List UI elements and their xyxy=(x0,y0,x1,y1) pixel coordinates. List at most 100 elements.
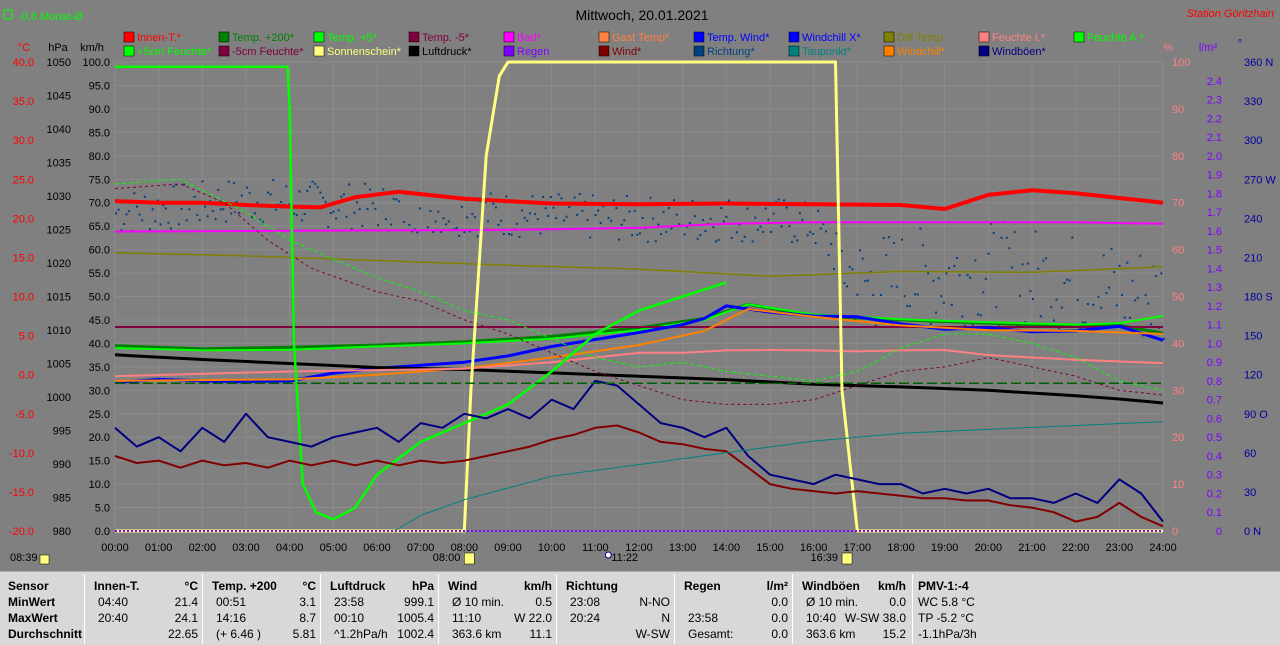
direction-point xyxy=(515,222,518,225)
direction-point xyxy=(984,277,987,280)
stat-value: W-SW 38.0 xyxy=(844,611,906,625)
direction-point xyxy=(1026,262,1029,265)
pmv-row: TP -5.2 °C xyxy=(918,611,974,625)
direction-point xyxy=(1055,298,1058,301)
direction-point xyxy=(471,213,474,216)
legend-label: Windchill X* xyxy=(802,32,861,44)
stat-value: 3.1 xyxy=(299,595,316,609)
direction-point xyxy=(230,212,233,215)
direction-point xyxy=(565,215,568,218)
stat-value: 8.7 xyxy=(299,611,316,625)
stat-value: 999.1 xyxy=(403,595,434,609)
time-tick-label: 03:00 xyxy=(232,542,260,554)
direction-point xyxy=(177,223,180,226)
direction-point xyxy=(607,217,610,220)
direction-point xyxy=(602,205,605,208)
direction-point xyxy=(295,214,298,217)
direction-point xyxy=(418,207,421,210)
direction-point xyxy=(408,224,411,227)
direction-point xyxy=(196,214,199,217)
direction-point xyxy=(170,227,173,230)
stat-row: 23:58 0.0 xyxy=(678,610,794,626)
direction-point xyxy=(743,235,746,238)
direction-point xyxy=(929,322,932,325)
direction-point xyxy=(337,209,340,212)
legend-swatch xyxy=(693,31,705,43)
legend-swatch xyxy=(313,45,325,57)
stat-time: 04:40 xyxy=(98,595,129,609)
direction-point xyxy=(958,274,961,277)
direction-point xyxy=(1160,272,1163,275)
direction-point xyxy=(704,230,707,233)
wind-tick-label: 50.0 xyxy=(89,292,110,304)
direction-point xyxy=(500,219,503,222)
legend-swatch xyxy=(978,45,990,57)
direction-point xyxy=(544,207,547,210)
stat-group-unit: °C xyxy=(302,579,316,593)
time-tick-label: 18:00 xyxy=(887,542,915,554)
direction-point xyxy=(827,254,830,257)
direction-tick-label: 270 W xyxy=(1244,174,1276,186)
wind-tick-label: 5.0 xyxy=(95,503,110,515)
direction-point xyxy=(403,220,406,223)
temp-tick-label: 20.0 xyxy=(13,213,34,225)
direction-point xyxy=(654,240,657,243)
direction-point xyxy=(455,227,458,230)
stat-group-name: Innen-T. xyxy=(94,579,140,593)
direction-point xyxy=(162,204,165,207)
direction-point xyxy=(222,208,225,211)
direction-point xyxy=(468,230,471,233)
direction-point xyxy=(866,279,869,282)
humidity-tick-label: 0 xyxy=(1172,526,1178,538)
stat-row: 20:24 N xyxy=(560,610,676,626)
direction-point xyxy=(1021,263,1024,266)
series-line-feuchte-a xyxy=(114,178,1164,391)
row-label: Sensor xyxy=(8,579,49,593)
rain-tick-label: 2.1 xyxy=(1207,132,1222,144)
direction-point xyxy=(1092,303,1095,306)
series-lines xyxy=(114,60,1164,533)
direction-point xyxy=(720,207,723,210)
legend-swatch xyxy=(788,31,800,43)
direction-point xyxy=(1005,236,1008,239)
direction-point xyxy=(971,323,974,326)
direction-point xyxy=(1128,316,1131,319)
direction-point xyxy=(227,180,230,183)
row-label: MaxWert xyxy=(8,611,58,625)
stat-time: 23:58 xyxy=(334,595,365,609)
direction-point xyxy=(673,199,676,202)
time-tick-label: 24:00 xyxy=(1149,542,1177,554)
temp-tick-label: 5.0 xyxy=(19,331,34,343)
direction-point xyxy=(785,206,788,209)
pressure-axis-unit: hPa xyxy=(48,42,68,54)
series-line-5cm-feuchte xyxy=(114,183,1164,405)
direction-point xyxy=(382,188,385,191)
direction-point xyxy=(919,227,922,230)
direction-point xyxy=(238,211,241,214)
stat-row: 363.6 km 11.1 xyxy=(442,626,558,642)
direction-point xyxy=(969,276,972,279)
sunset-time: 16:39 xyxy=(811,552,839,564)
direction-point xyxy=(1042,259,1045,262)
direction-point xyxy=(581,209,584,212)
direction-point xyxy=(1105,292,1108,295)
stat-value: 0.0 xyxy=(771,611,788,625)
rain-tick-label: 2.3 xyxy=(1207,95,1222,107)
direction-point xyxy=(125,213,128,216)
direction-point xyxy=(201,180,204,183)
stat-row: Gesamt: 0.0 xyxy=(678,626,794,642)
direction-point xyxy=(741,240,744,243)
direction-point xyxy=(1123,316,1126,319)
stat-time: Gesamt: xyxy=(688,627,734,641)
wind-tick-label: 30.0 xyxy=(89,385,110,397)
direction-point xyxy=(122,223,125,226)
direction-point xyxy=(717,238,720,241)
legend-swatch xyxy=(123,31,135,43)
direction-point xyxy=(976,313,979,316)
temp-tick-label: 30.0 xyxy=(13,135,34,147)
legend-swatch xyxy=(313,31,325,43)
legend-swatch xyxy=(408,31,420,43)
series-line-bad xyxy=(114,221,1164,233)
series-line-windchill xyxy=(114,308,1164,382)
wind-tick-label: 65.0 xyxy=(89,221,110,233)
